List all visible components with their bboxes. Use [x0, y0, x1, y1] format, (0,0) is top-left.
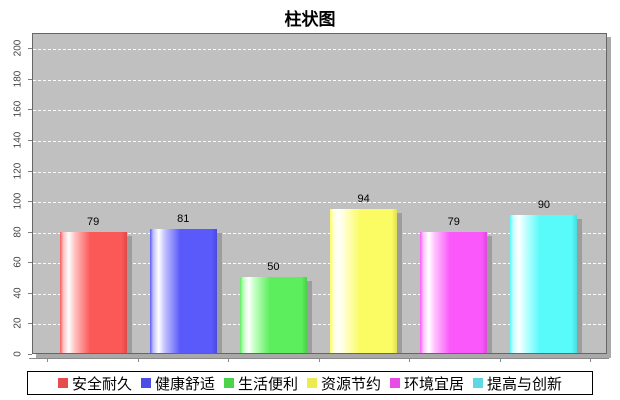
bar-健康舒适[interactable]: 81	[149, 213, 217, 353]
y-tick-mark	[28, 231, 32, 233]
legend-label: 健康舒适	[154, 376, 215, 393]
chart-title: 柱状图	[284, 10, 336, 29]
gridline-80	[33, 232, 606, 234]
gridline-100	[33, 202, 606, 204]
legend: 安全耐久 健康舒适 生活便利 资源节约 环境宜居 提高与创新	[27, 371, 593, 395]
bar-slot-4: 79	[409, 34, 499, 353]
legend-item-提高与创新[interactable]: 提高与创新	[473, 373, 562, 394]
y-tick-label: 100	[12, 192, 24, 210]
bar-value-label: 79	[86, 216, 100, 228]
legend-item-健康舒适[interactable]: 健康舒适	[140, 373, 215, 394]
bar-slot-0: 79	[48, 34, 138, 353]
gridline-160	[33, 110, 606, 112]
bar-slot-1: 81	[138, 34, 228, 353]
gridline-200	[33, 49, 606, 51]
bar-安全耐久[interactable]: 79	[59, 216, 127, 353]
x-tick-mark	[137, 358, 139, 362]
y-tick-mark	[28, 140, 32, 141]
legend-item-生活便利[interactable]: 生活便利	[223, 373, 298, 394]
bar-value-label: 50	[267, 261, 280, 273]
y-tick-label: 120	[12, 162, 24, 179]
y-tick-mark	[28, 78, 32, 80]
legend-label: 生活便利	[237, 376, 298, 393]
legend-label: 安全耐久	[71, 376, 132, 393]
legend-swatch-icon	[57, 378, 68, 388]
gridline-60	[33, 263, 606, 265]
bar-slot-2: 50	[228, 34, 318, 353]
bar-value-label: 90	[537, 199, 551, 211]
y-tick-label: 40	[12, 287, 24, 299]
gridline-40	[33, 293, 606, 295]
legend-label: 资源节约	[321, 376, 382, 393]
bar-value-label: 94	[357, 193, 370, 205]
bar-slot-3: 94	[319, 34, 409, 353]
x-tick-mark	[590, 358, 591, 362]
y-tick-label: 140	[12, 131, 24, 149]
legend-label: 环境宜居	[404, 376, 465, 393]
x-tick-mark	[318, 358, 320, 362]
y-tick-mark	[28, 354, 32, 355]
legend-swatch-icon	[307, 378, 317, 388]
y-tick-label: 80	[12, 226, 24, 238]
legend-swatch-icon	[390, 378, 401, 388]
legend-item-资源节约[interactable]: 资源节约	[307, 373, 381, 394]
bar-slot-5: 90	[499, 34, 589, 353]
x-tick-mark	[228, 358, 229, 362]
bar-提高与创新[interactable]: 90	[510, 199, 578, 353]
y-tick-mark	[28, 170, 32, 172]
y-tick-label: 20	[12, 317, 24, 329]
y-tick-label: 160	[12, 101, 24, 118]
bar-value-label: 81	[177, 213, 190, 225]
y-tick-mark	[28, 262, 32, 264]
y-tick-mark	[28, 201, 32, 203]
legend-item-环境宜居[interactable]: 环境宜居	[390, 373, 464, 394]
y-tick-label: 200	[12, 39, 24, 57]
gridline-120	[33, 171, 606, 173]
legend-item-安全耐久[interactable]: 安全耐久	[57, 373, 132, 394]
legend-swatch-icon	[140, 378, 151, 388]
y-tick-mark	[28, 48, 32, 50]
y-tick-mark	[28, 292, 32, 294]
bars-row: 79 81 50 94 79 90	[33, 34, 606, 353]
x-tick-mark	[409, 358, 410, 362]
legend-swatch-icon	[473, 378, 484, 388]
plot-area: 79 81 50 94 79 90	[32, 33, 607, 354]
bar-value-label: 79	[447, 216, 460, 228]
gridline-140	[33, 141, 606, 142]
bar-资源节约[interactable]: 94	[330, 193, 398, 353]
y-tick-label: 0	[12, 351, 24, 357]
y-tick-mark	[28, 109, 32, 111]
bar-生活便利[interactable]: 50	[239, 261, 307, 353]
legend-swatch-icon	[223, 378, 234, 388]
x-tick-mark	[47, 358, 48, 362]
legend-label: 提高与创新	[487, 376, 563, 393]
gridline-20	[33, 324, 606, 326]
gridline-180	[33, 79, 606, 81]
x-tick-mark	[499, 358, 501, 362]
bar-环境宜居[interactable]: 79	[420, 216, 488, 353]
y-tick-label: 60	[12, 256, 24, 268]
y-tick-label: 180	[12, 70, 24, 88]
y-tick-mark	[28, 323, 32, 325]
